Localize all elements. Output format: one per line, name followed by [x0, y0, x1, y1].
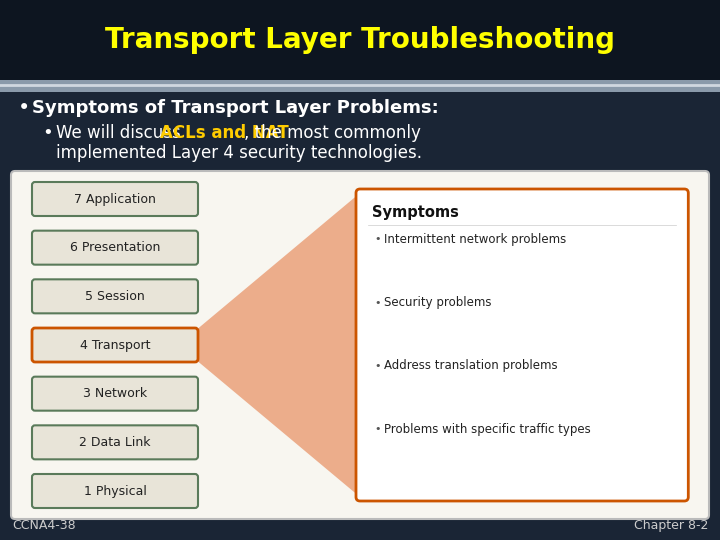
- Text: 1 Physical: 1 Physical: [84, 484, 146, 497]
- Polygon shape: [195, 193, 360, 497]
- Text: 2 Data Link: 2 Data Link: [79, 436, 150, 449]
- FancyBboxPatch shape: [0, 0, 720, 80]
- Text: •: •: [18, 98, 30, 118]
- Text: 4 Transport: 4 Transport: [80, 339, 150, 352]
- FancyBboxPatch shape: [32, 328, 198, 362]
- Text: Intermittent network problems: Intermittent network problems: [384, 233, 566, 246]
- Text: 5 Session: 5 Session: [85, 290, 145, 303]
- Text: We will discuss: We will discuss: [56, 124, 186, 142]
- Text: 6 Presentation: 6 Presentation: [70, 241, 160, 254]
- FancyBboxPatch shape: [32, 279, 198, 313]
- Text: Problems with specific traffic types: Problems with specific traffic types: [384, 423, 590, 436]
- Text: •: •: [374, 298, 380, 307]
- FancyBboxPatch shape: [32, 426, 198, 460]
- Text: Symptoms: Symptoms: [372, 206, 459, 220]
- Text: 7 Application: 7 Application: [74, 192, 156, 206]
- FancyBboxPatch shape: [11, 171, 709, 519]
- Text: Chapter 8-2: Chapter 8-2: [634, 519, 708, 532]
- Text: , the most commonly: , the most commonly: [244, 124, 421, 142]
- Text: Symptoms of Transport Layer Problems:: Symptoms of Transport Layer Problems:: [32, 99, 438, 117]
- Text: 3 Network: 3 Network: [83, 387, 147, 400]
- Text: •: •: [374, 424, 380, 435]
- Text: •: •: [374, 234, 380, 244]
- FancyBboxPatch shape: [356, 189, 688, 501]
- FancyBboxPatch shape: [32, 377, 198, 410]
- Text: implemented Layer 4 security technologies.: implemented Layer 4 security technologie…: [56, 144, 422, 162]
- Text: Address translation problems: Address translation problems: [384, 360, 557, 373]
- FancyBboxPatch shape: [32, 182, 198, 216]
- Text: ACLs and NAT: ACLs and NAT: [160, 124, 289, 142]
- FancyBboxPatch shape: [0, 80, 720, 92]
- Text: Transport Layer Troubleshooting: Transport Layer Troubleshooting: [105, 26, 615, 54]
- FancyBboxPatch shape: [32, 474, 198, 508]
- Text: •: •: [374, 361, 380, 371]
- FancyBboxPatch shape: [32, 231, 198, 265]
- Text: Security problems: Security problems: [384, 296, 492, 309]
- Text: CCNA4-38: CCNA4-38: [12, 519, 76, 532]
- Text: •: •: [42, 124, 53, 142]
